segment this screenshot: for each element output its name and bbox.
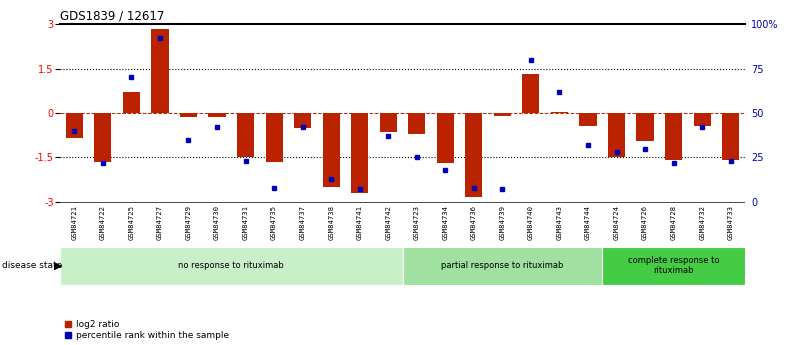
Text: GSM84741: GSM84741 bbox=[356, 205, 363, 240]
Bar bbox=[579, 113, 597, 126]
Bar bbox=[351, 113, 368, 193]
Text: GSM84721: GSM84721 bbox=[71, 205, 78, 240]
Text: GSM84736: GSM84736 bbox=[471, 205, 477, 240]
Bar bbox=[551, 111, 568, 113]
Text: GSM84739: GSM84739 bbox=[499, 205, 505, 240]
Legend: log2 ratio, percentile rank within the sample: log2 ratio, percentile rank within the s… bbox=[65, 320, 229, 341]
Bar bbox=[151, 29, 168, 113]
Bar bbox=[465, 113, 482, 197]
Text: GSM84726: GSM84726 bbox=[642, 205, 648, 240]
Text: GSM84728: GSM84728 bbox=[670, 205, 677, 240]
Text: GSM84723: GSM84723 bbox=[414, 205, 420, 240]
Bar bbox=[694, 113, 710, 126]
Bar bbox=[294, 113, 311, 128]
Bar bbox=[409, 113, 425, 134]
Bar bbox=[180, 113, 197, 117]
Text: GSM84732: GSM84732 bbox=[699, 205, 705, 240]
Text: GSM84729: GSM84729 bbox=[186, 205, 191, 240]
Bar bbox=[602, 247, 745, 285]
Bar bbox=[208, 113, 226, 117]
Text: GSM84735: GSM84735 bbox=[271, 205, 277, 240]
Bar bbox=[95, 113, 111, 162]
Text: ▶: ▶ bbox=[54, 261, 63, 270]
Bar bbox=[608, 113, 625, 157]
Text: GSM84727: GSM84727 bbox=[157, 205, 163, 240]
Bar bbox=[123, 92, 140, 113]
Bar bbox=[522, 75, 539, 113]
Bar bbox=[493, 113, 511, 116]
Bar bbox=[402, 247, 602, 285]
Text: GSM84744: GSM84744 bbox=[585, 205, 591, 240]
Bar bbox=[380, 113, 396, 132]
Text: GDS1839 / 12617: GDS1839 / 12617 bbox=[60, 10, 164, 23]
Text: GSM84734: GSM84734 bbox=[442, 205, 449, 240]
Text: GSM84725: GSM84725 bbox=[128, 205, 135, 240]
Bar bbox=[437, 113, 454, 163]
Text: complete response to
rituximab: complete response to rituximab bbox=[628, 256, 719, 275]
Text: GSM84724: GSM84724 bbox=[614, 205, 619, 240]
Text: GSM84733: GSM84733 bbox=[727, 205, 734, 240]
Bar bbox=[237, 113, 254, 157]
Text: GSM84731: GSM84731 bbox=[243, 205, 248, 240]
Bar bbox=[60, 247, 402, 285]
Text: GSM84743: GSM84743 bbox=[557, 205, 562, 240]
Bar bbox=[265, 113, 283, 162]
Text: partial response to rituximab: partial response to rituximab bbox=[441, 261, 564, 270]
Text: GSM84738: GSM84738 bbox=[328, 205, 334, 240]
Text: GSM84730: GSM84730 bbox=[214, 205, 220, 240]
Bar bbox=[665, 113, 682, 160]
Text: GSM84722: GSM84722 bbox=[100, 205, 106, 240]
Text: GSM84742: GSM84742 bbox=[385, 205, 391, 240]
Bar bbox=[66, 113, 83, 138]
Text: no response to rituximab: no response to rituximab bbox=[179, 261, 284, 270]
Text: disease state: disease state bbox=[2, 261, 62, 270]
Text: GSM84740: GSM84740 bbox=[528, 205, 534, 240]
Bar bbox=[637, 113, 654, 141]
Bar bbox=[323, 113, 340, 187]
Bar bbox=[722, 113, 739, 160]
Text: GSM84737: GSM84737 bbox=[300, 205, 306, 240]
